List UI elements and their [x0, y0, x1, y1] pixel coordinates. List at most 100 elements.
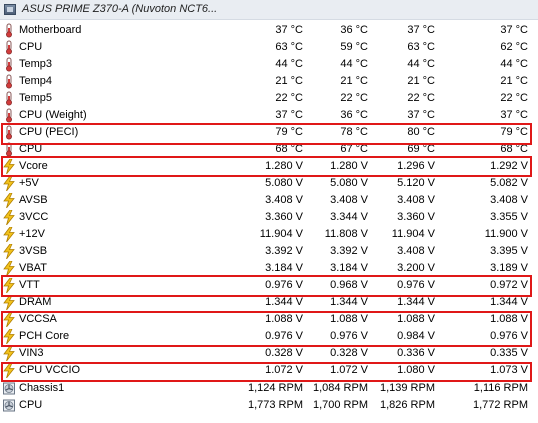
sensor-label: VCCSA	[19, 313, 57, 325]
sensor-value-maximum: 37 °C	[407, 109, 435, 121]
sensor-row[interactable]: VTT 0.976 V 0.968 V 0.976 V 0.972 V	[0, 277, 538, 294]
sensor-value-current: 3.408 V	[265, 194, 303, 206]
sensor-value-maximum: 44 °C	[407, 58, 435, 70]
sensor-value-maximum: 3.408 V	[397, 194, 435, 206]
sensor-group-title: ASUS PRIME Z370-A (Nuvoton NCT6...	[22, 3, 218, 15]
sensor-value-current: 63 °C	[275, 41, 303, 53]
sensor-value-average: 1,116 RPM	[473, 382, 528, 394]
sensor-value-minimum: 1,084 RPM	[312, 382, 368, 394]
sensor-row[interactable]: CPU 1,773 RPM 1,700 RPM 1,826 RPM 1,772 RPM	[0, 397, 538, 414]
sensor-value-current: 1.088 V	[265, 313, 303, 325]
sensor-value-minimum: 3.344 V	[330, 211, 368, 223]
sensor-value-maximum: 0.976 V	[397, 279, 435, 291]
sensor-value-maximum: 22 °C	[407, 92, 435, 104]
sensor-row[interactable]: Temp5 22 °C 22 °C 22 °C 22 °C	[0, 90, 538, 107]
fan-icon	[3, 381, 15, 396]
voltage-icon	[3, 362, 15, 379]
sensor-label: Motherboard	[19, 24, 82, 36]
sensor-row[interactable]: VBAT 3.184 V 3.184 V 3.200 V 3.189 V	[0, 260, 538, 277]
sensor-value-minimum: 3.392 V	[330, 245, 368, 257]
sensor-value-minimum: 1,700 RPM	[312, 399, 368, 411]
sensor-value-average: 3.189 V	[490, 262, 528, 274]
sensor-value-maximum: 21 °C	[407, 75, 435, 87]
sensor-value-minimum: 44 °C	[340, 58, 368, 70]
sensor-value-minimum: 1.280 V	[330, 160, 368, 172]
sensor-row[interactable]: DRAM 1.344 V 1.344 V 1.344 V 1.344 V	[0, 294, 538, 311]
sensor-value-minimum: 0.968 V	[330, 279, 368, 291]
sensor-row[interactable]: Temp3 44 °C 44 °C 44 °C 44 °C	[0, 56, 538, 73]
sensor-value-current: 0.328 V	[265, 347, 303, 359]
sensor-row[interactable]: Temp4 21 °C 21 °C 21 °C 21 °C	[0, 73, 538, 90]
sensor-value-maximum: 5.120 V	[397, 177, 435, 189]
voltage-icon	[3, 260, 15, 277]
sensor-row[interactable]: +5V 5.080 V 5.080 V 5.120 V 5.082 V	[0, 175, 538, 192]
sensor-row[interactable]: 3VCC 3.360 V 3.344 V 3.360 V 3.355 V	[0, 209, 538, 226]
sensor-value-maximum: 3.200 V	[397, 262, 435, 274]
sensor-label: +12V	[19, 228, 45, 240]
sensor-label: CPU	[19, 143, 43, 155]
sensor-label: VTT	[19, 279, 40, 291]
sensor-value-minimum: 11.808 V	[324, 228, 368, 240]
sensor-value-minimum: 36 °C	[340, 109, 368, 121]
sensor-value-average: 1.088 V	[490, 313, 528, 325]
sensor-value-maximum: 80 °C	[407, 126, 435, 138]
sensor-row[interactable]: AVSB 3.408 V 3.408 V 3.408 V 3.408 V	[0, 192, 538, 209]
sensor-value-maximum: 3.360 V	[397, 211, 435, 223]
sensor-row[interactable]: VIN3 0.328 V 0.328 V 0.336 V 0.335 V	[0, 345, 538, 362]
sensor-value-minimum: 5.080 V	[330, 177, 368, 189]
sensor-value-average: 79 °C	[500, 126, 528, 138]
sensor-row[interactable]: CPU (PECI) 79 °C 78 °C 80 °C 79 °C	[0, 124, 538, 141]
sensor-value-maximum: 1.344 V	[397, 296, 435, 308]
sensor-value-minimum: 0.328 V	[330, 347, 368, 359]
sensor-value-minimum: 36 °C	[340, 24, 368, 36]
sensor-label: +5V	[19, 177, 39, 189]
thermometer-icon	[3, 91, 15, 106]
sensor-label: Temp5	[19, 92, 53, 104]
fan-icon	[3, 398, 15, 413]
sensor-value-maximum: 63 °C	[407, 41, 435, 53]
voltage-icon	[3, 209, 15, 226]
sensor-value-average: 1,772 RPM	[472, 399, 528, 411]
sensor-value-average: 0.972 V	[490, 279, 528, 291]
sensor-value-average: 68 °C	[500, 143, 528, 155]
sensor-row[interactable]: Motherboard 37 °C 36 °C 37 °C 37 °C	[0, 22, 538, 39]
sensor-value-maximum: 3.408 V	[397, 245, 435, 257]
sensor-value-current: 22 °C	[275, 92, 303, 104]
sensor-row[interactable]: Vcore 1.280 V 1.280 V 1.296 V 1.292 V	[0, 158, 538, 175]
sensor-row[interactable]: CPU VCCIO 1.072 V 1.072 V 1.080 V 1.073 V	[0, 362, 538, 379]
sensor-value-maximum: 1.088 V	[397, 313, 435, 325]
sensor-value-average: 1.344 V	[490, 296, 528, 308]
sensor-value-minimum: 0.976 V	[330, 330, 368, 342]
sensor-value-average: 37 °C	[500, 109, 528, 121]
sensor-row[interactable]: 3VSB 3.392 V 3.392 V 3.408 V 3.395 V	[0, 243, 538, 260]
sensor-row[interactable]: +12V 11.904 V 11.808 V 11.904 V 11.900 V	[0, 226, 538, 243]
thermometer-icon	[3, 23, 15, 38]
sensor-value-current: 3.392 V	[265, 245, 303, 257]
sensor-value-current: 79 °C	[275, 126, 303, 138]
sensor-value-current: 44 °C	[275, 58, 303, 70]
sensor-value-current: 1.072 V	[265, 364, 303, 376]
sensor-value-current: 1,124 RPM	[247, 382, 303, 394]
voltage-icon	[3, 328, 15, 345]
sensor-value-minimum: 1.344 V	[330, 296, 368, 308]
sensor-value-current: 0.976 V	[265, 279, 303, 291]
sensor-value-maximum: 1.080 V	[397, 364, 435, 376]
sensor-value-average: 0.335 V	[490, 347, 528, 359]
sensor-value-minimum: 59 °C	[340, 41, 368, 53]
sensor-label: 3VCC	[19, 211, 49, 223]
sensor-value-average: 37 °C	[500, 24, 528, 36]
sensor-group-header[interactable]: ASUS PRIME Z370-A (Nuvoton NCT6...	[0, 0, 538, 20]
sensor-row[interactable]: PCH Core 0.976 V 0.976 V 0.984 V 0.976 V	[0, 328, 538, 345]
sensor-row[interactable]: CPU 63 °C 59 °C 63 °C 62 °C	[0, 39, 538, 56]
sensor-row[interactable]: VCCSA 1.088 V 1.088 V 1.088 V 1.088 V	[0, 311, 538, 328]
sensor-row[interactable]: CPU 68 °C 67 °C 69 °C 68 °C	[0, 141, 538, 158]
sensor-value-maximum: 0.984 V	[397, 330, 435, 342]
voltage-icon	[3, 311, 15, 328]
sensor-row[interactable]: CPU (Weight) 37 °C 36 °C 37 °C 37 °C	[0, 107, 538, 124]
voltage-icon	[3, 277, 15, 294]
sensor-label: AVSB	[19, 194, 48, 206]
sensor-row[interactable]: Chassis1 1,124 RPM 1,084 RPM 1,139 RPM 1,116…	[0, 380, 538, 397]
thermometer-icon	[3, 57, 15, 72]
sensor-value-maximum: 0.336 V	[397, 347, 435, 359]
sensor-label: CPU (Weight)	[19, 109, 87, 121]
